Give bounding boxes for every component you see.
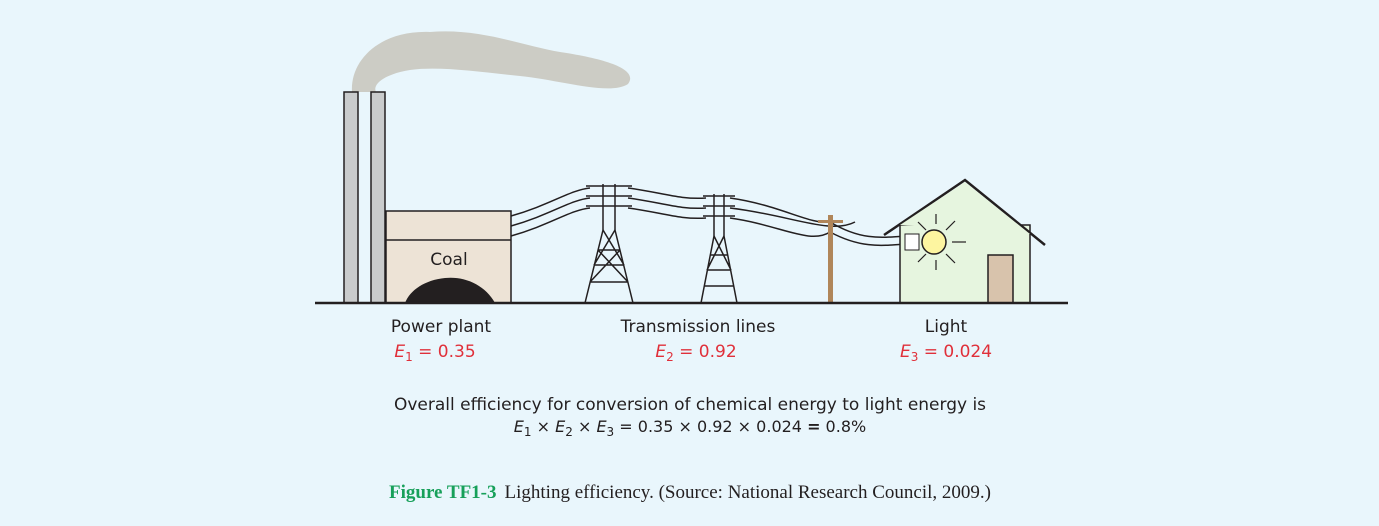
bulb	[922, 230, 946, 254]
chimney	[371, 92, 385, 303]
stage-label: Transmission lines	[620, 317, 776, 337]
stage-label: Light	[925, 317, 968, 337]
figure: Coal Power plant E1 = 0.35 Transmission …	[0, 0, 1379, 526]
background	[0, 0, 1379, 526]
door	[988, 255, 1013, 303]
bulb-base	[905, 234, 919, 250]
chimney	[344, 92, 358, 303]
coal-label: Coal	[430, 250, 467, 270]
crossarm	[818, 220, 843, 223]
pole	[828, 215, 833, 303]
page: {"diagram": { "coal_label": "Coal", "sta…	[0, 0, 1379, 526]
stage-label: Power plant	[391, 317, 492, 337]
overall-text: Overall efficiency for conversion of che…	[394, 395, 986, 415]
